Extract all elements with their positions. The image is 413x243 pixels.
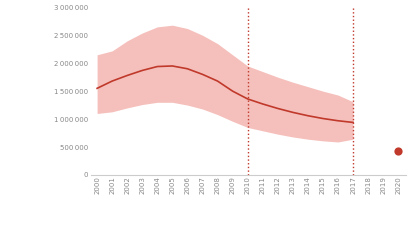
Point [394, 149, 401, 153]
